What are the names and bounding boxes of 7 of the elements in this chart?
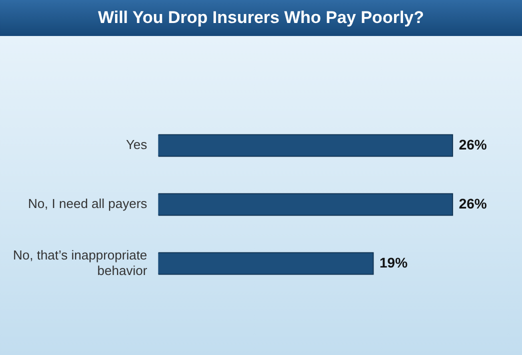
y-tick-label: Yes <box>126 137 148 152</box>
y-tick-label: No, I need all payers <box>28 196 148 212</box>
data-label: 26% <box>458 195 488 212</box>
chart-title: Will You Drop Insurers Who Pay Poorly? <box>0 0 522 36</box>
data-label: 19% <box>380 254 408 270</box>
data-label: 26% <box>458 136 488 152</box>
y-tick-label: No, that’s inappropriate behavior <box>12 247 148 278</box>
